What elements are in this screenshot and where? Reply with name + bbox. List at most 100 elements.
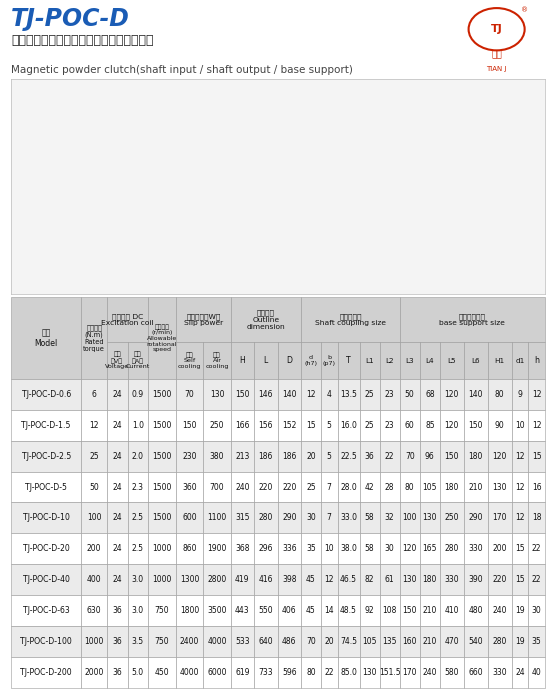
Text: 80: 80 bbox=[495, 390, 504, 399]
Text: 58: 58 bbox=[365, 545, 374, 553]
Text: 24: 24 bbox=[112, 545, 122, 553]
Bar bbox=[148, 379, 176, 410]
Bar bbox=[337, 410, 360, 441]
Text: TJ-POC-D-100: TJ-POC-D-100 bbox=[21, 637, 72, 646]
Bar bbox=[488, 656, 512, 688]
Bar bbox=[337, 595, 360, 626]
Bar bbox=[512, 342, 528, 379]
Bar bbox=[360, 410, 380, 441]
Text: 130: 130 bbox=[363, 668, 377, 676]
Text: 16.0: 16.0 bbox=[340, 421, 357, 430]
Text: 1.0: 1.0 bbox=[132, 421, 144, 430]
Bar bbox=[512, 595, 528, 626]
Bar bbox=[127, 342, 148, 379]
Text: 540: 540 bbox=[468, 637, 483, 646]
Bar bbox=[127, 410, 148, 441]
Text: 290: 290 bbox=[282, 513, 296, 522]
Text: 330: 330 bbox=[492, 668, 507, 676]
Bar bbox=[203, 472, 231, 502]
Text: 330: 330 bbox=[444, 575, 459, 584]
Text: 0.9: 0.9 bbox=[132, 390, 144, 399]
Text: 200: 200 bbox=[87, 545, 101, 553]
Bar bbox=[528, 564, 545, 595]
Text: 443: 443 bbox=[235, 606, 250, 615]
Bar bbox=[231, 297, 301, 342]
Text: 60: 60 bbox=[405, 421, 415, 430]
Bar bbox=[360, 502, 380, 533]
Text: 146: 146 bbox=[259, 390, 273, 399]
Text: 3.5: 3.5 bbox=[132, 637, 144, 646]
Bar bbox=[512, 564, 528, 595]
Text: 3.0: 3.0 bbox=[132, 606, 144, 615]
Bar bbox=[440, 564, 464, 595]
Text: 533: 533 bbox=[235, 637, 250, 646]
Text: 150: 150 bbox=[182, 421, 197, 430]
Text: 58: 58 bbox=[365, 513, 374, 522]
Bar bbox=[488, 342, 512, 379]
Bar bbox=[528, 472, 545, 502]
Bar bbox=[464, 410, 488, 441]
Bar bbox=[420, 441, 440, 472]
Bar bbox=[400, 533, 420, 564]
Text: 180: 180 bbox=[445, 482, 459, 491]
Bar bbox=[81, 533, 107, 564]
Text: 24: 24 bbox=[112, 390, 122, 399]
Bar bbox=[420, 656, 440, 688]
Text: b
(p7): b (p7) bbox=[322, 355, 336, 366]
Text: 733: 733 bbox=[259, 668, 273, 676]
Text: 170: 170 bbox=[403, 668, 417, 676]
Bar bbox=[81, 656, 107, 688]
Bar bbox=[420, 502, 440, 533]
Text: 280: 280 bbox=[259, 513, 273, 522]
Text: L4: L4 bbox=[425, 357, 434, 363]
Bar bbox=[231, 342, 254, 379]
Text: 38.0: 38.0 bbox=[340, 545, 357, 553]
Bar bbox=[127, 502, 148, 533]
Bar bbox=[528, 626, 545, 656]
Bar bbox=[488, 502, 512, 533]
Bar bbox=[107, 595, 127, 626]
Bar bbox=[464, 379, 488, 410]
Text: L2: L2 bbox=[385, 357, 394, 363]
Bar bbox=[337, 564, 360, 595]
Bar bbox=[176, 297, 231, 342]
Text: TIAN J: TIAN J bbox=[486, 66, 507, 72]
Bar bbox=[488, 533, 512, 564]
Text: 36: 36 bbox=[112, 637, 122, 646]
Bar bbox=[321, 472, 337, 502]
Text: 5: 5 bbox=[327, 421, 331, 430]
Text: TJ: TJ bbox=[491, 24, 503, 35]
Text: 210: 210 bbox=[469, 482, 483, 491]
Text: 1000: 1000 bbox=[85, 637, 104, 646]
Bar bbox=[321, 533, 337, 564]
Text: 330: 330 bbox=[468, 545, 483, 553]
Bar bbox=[127, 626, 148, 656]
Bar bbox=[231, 502, 254, 533]
Bar bbox=[176, 626, 203, 656]
Bar bbox=[400, 502, 420, 533]
Text: 2400: 2400 bbox=[180, 637, 200, 646]
Bar bbox=[301, 595, 321, 626]
Text: 280: 280 bbox=[493, 637, 507, 646]
Text: 電流
（A）
Current: 電流 （A） Current bbox=[126, 352, 150, 369]
Text: 120: 120 bbox=[445, 421, 459, 430]
Bar bbox=[440, 533, 464, 564]
Bar bbox=[127, 656, 148, 688]
Bar bbox=[277, 595, 301, 626]
Text: 580: 580 bbox=[445, 668, 459, 676]
Text: 486: 486 bbox=[282, 637, 296, 646]
Bar bbox=[81, 626, 107, 656]
Bar bbox=[380, 626, 400, 656]
Text: 外形尺寸
Outline
dimension: 外形尺寸 Outline dimension bbox=[246, 310, 285, 330]
Text: 70: 70 bbox=[306, 637, 316, 646]
Bar bbox=[148, 626, 176, 656]
Bar bbox=[11, 502, 81, 533]
Text: 30: 30 bbox=[532, 606, 542, 615]
Text: 16: 16 bbox=[532, 482, 542, 491]
Bar bbox=[321, 595, 337, 626]
Bar bbox=[277, 502, 301, 533]
Text: L3: L3 bbox=[405, 357, 414, 363]
Text: d
(h7): d (h7) bbox=[305, 355, 317, 366]
Bar bbox=[321, 342, 337, 379]
Text: H1: H1 bbox=[494, 357, 505, 363]
